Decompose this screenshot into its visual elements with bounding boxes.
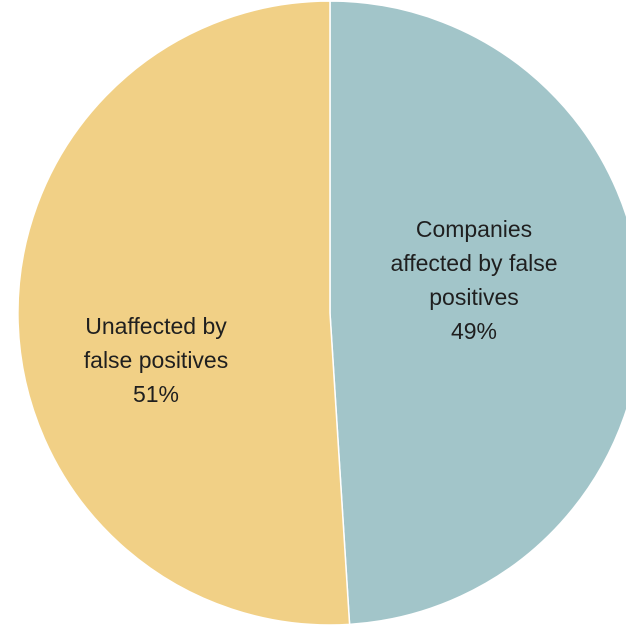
slice-name-line: Companies [416, 216, 532, 242]
slice-name-line: affected by false [390, 250, 557, 276]
slice-label-1: Unaffected by false positives 51% [84, 313, 228, 407]
slice-label-0: Companies affected by false positives 49% [390, 216, 557, 344]
pie-slice-1 [17, 0, 351, 626]
slice-value-label: 51% [133, 381, 179, 407]
slice-name-line: false positives [84, 347, 228, 373]
slice-value-label: 49% [451, 318, 497, 344]
slice-name-line: Unaffected by [85, 313, 227, 339]
slice-name-line: positives [429, 284, 518, 310]
pie-slice-0 [329, 0, 626, 626]
